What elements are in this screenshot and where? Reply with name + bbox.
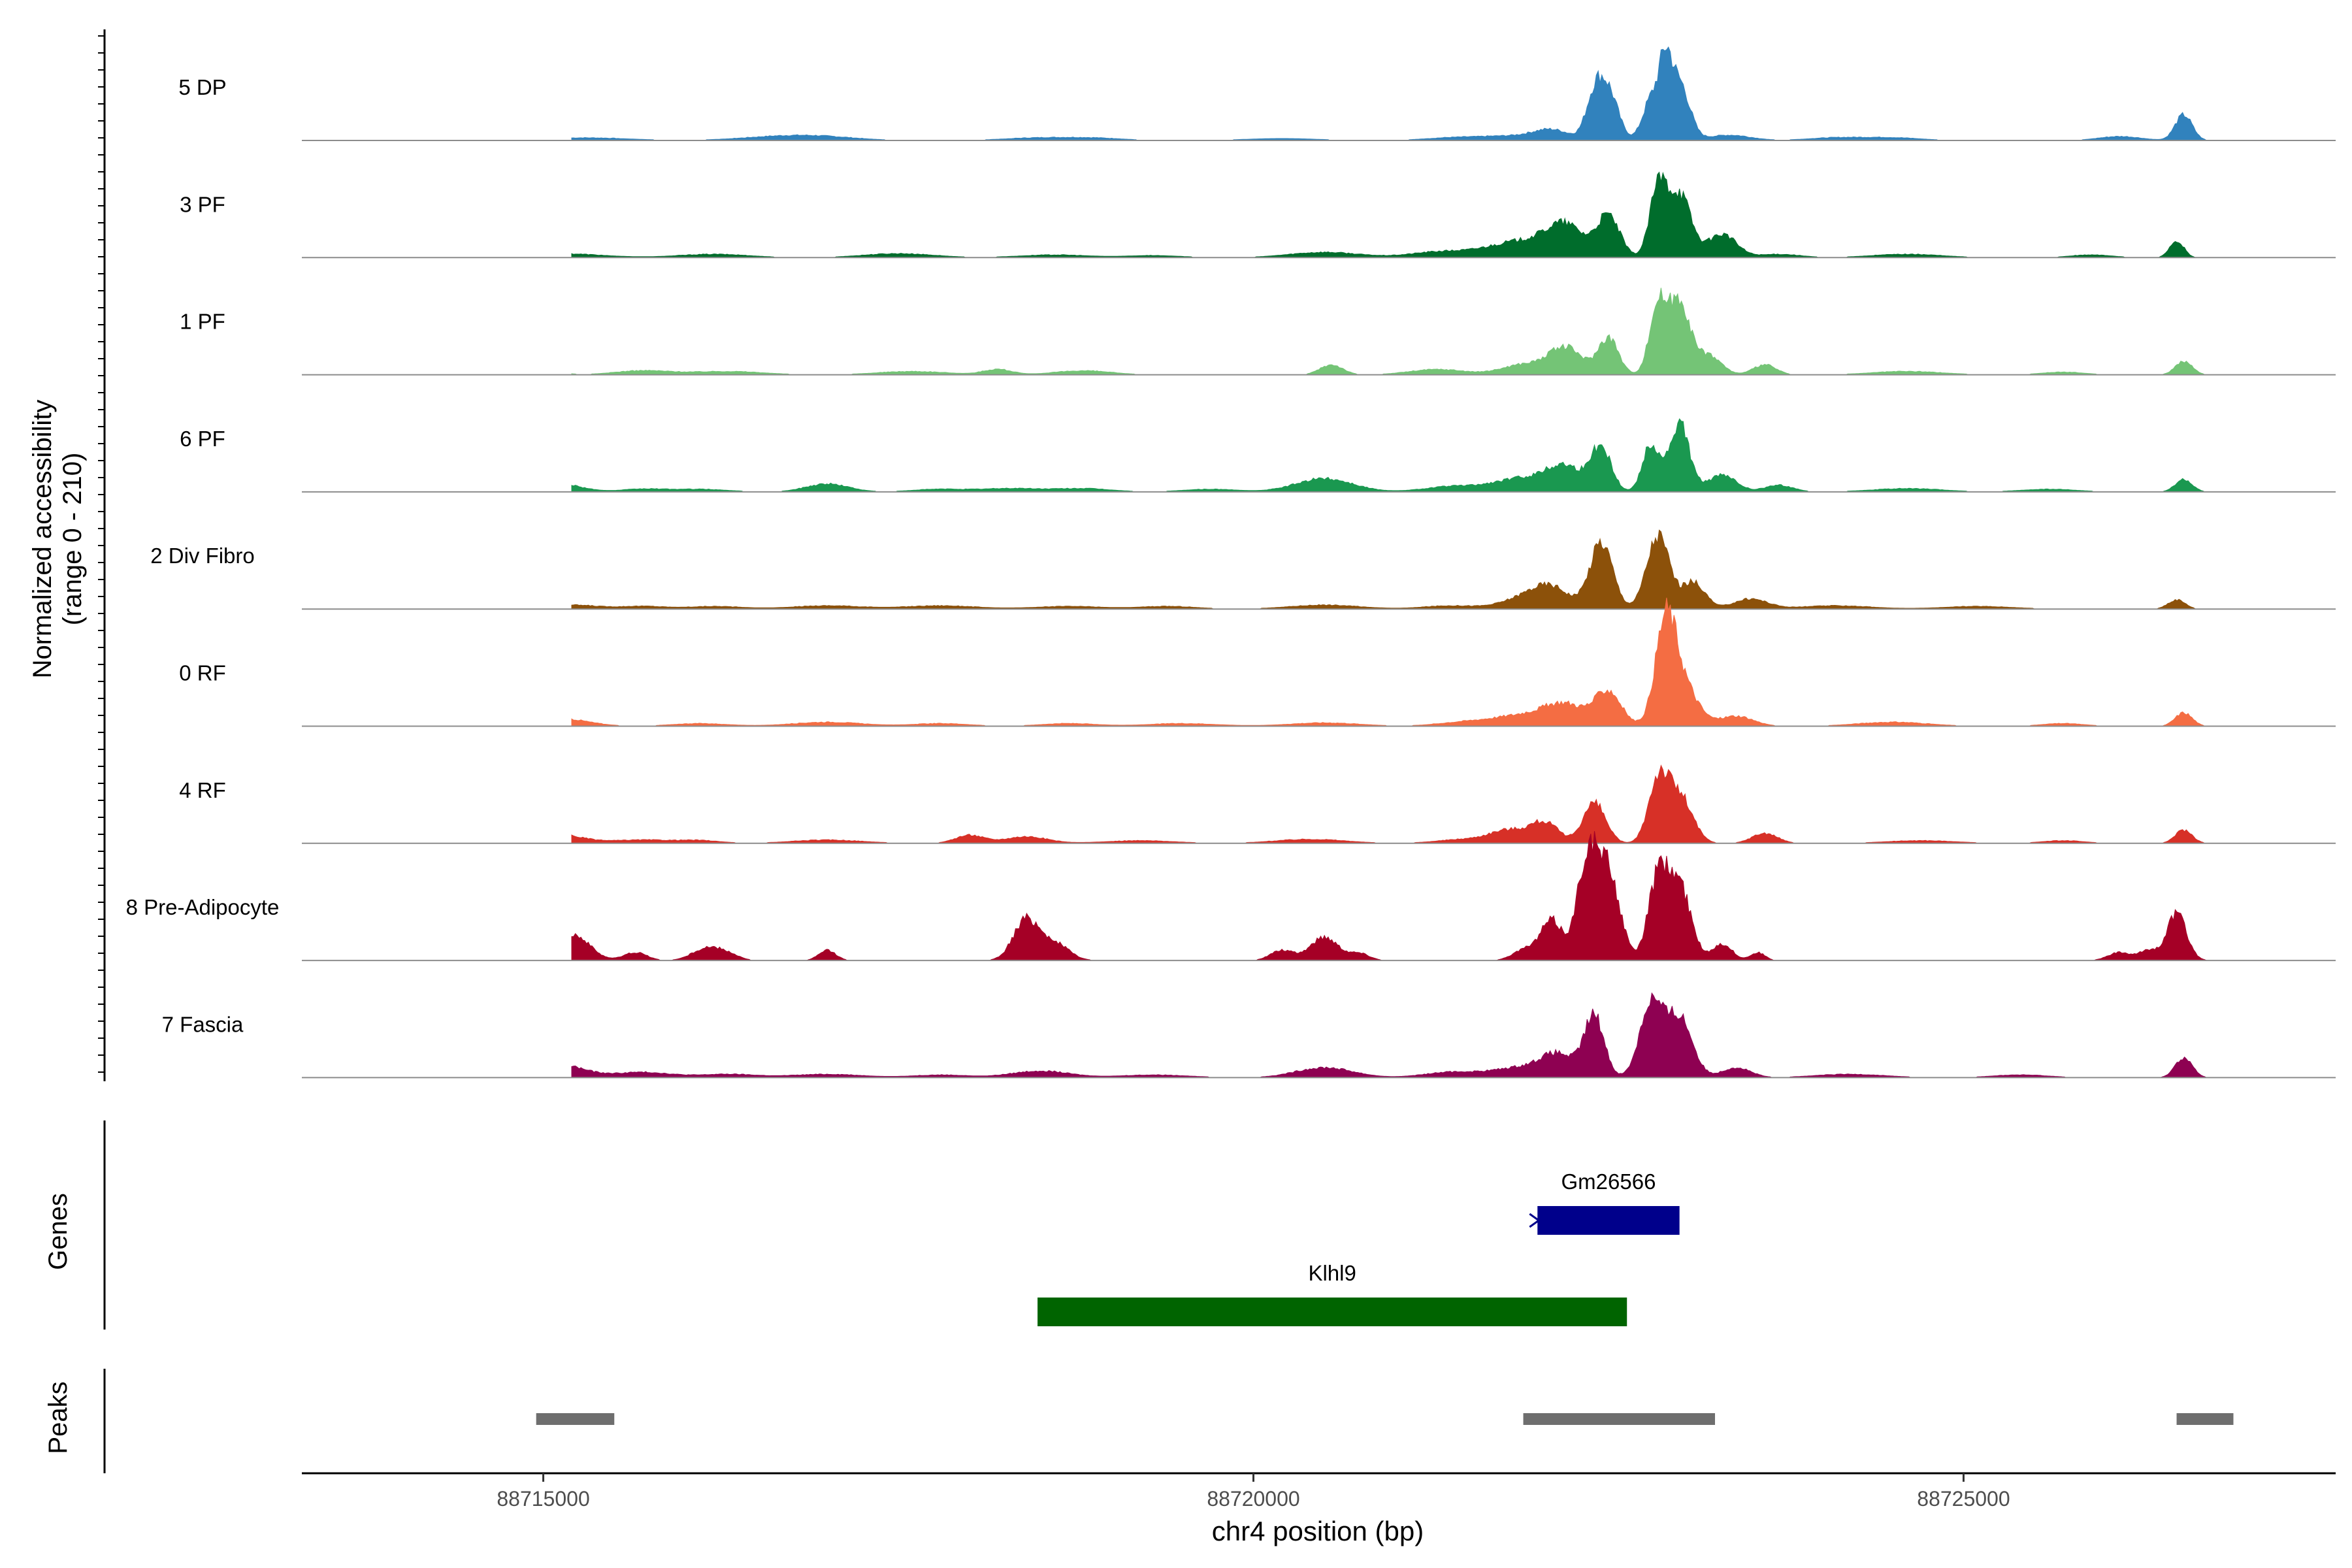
genes-panel-label: Genes <box>44 1193 73 1270</box>
peaks-panel-label: Peaks <box>44 1381 73 1454</box>
peak-panel <box>103 1369 2234 1473</box>
coverage-area <box>571 831 2236 961</box>
gene-gm26566: Gm26566 <box>1529 1169 1680 1235</box>
gene-klhl9: Klhl9 <box>1037 1261 1627 1326</box>
x-tick-label: 88725000 <box>1917 1487 2010 1511</box>
coverage-area <box>571 529 2236 610</box>
peak-region <box>536 1413 615 1425</box>
coverage-area <box>571 764 2236 844</box>
gene-label: Gm26566 <box>1561 1169 1656 1194</box>
track-5-dp: 5 DP <box>178 46 2336 141</box>
track-2-div-fibro: 2 Div Fibro <box>150 529 2336 610</box>
coverage-area <box>571 418 2236 493</box>
gene-label: Klhl9 <box>1308 1261 1356 1285</box>
coverage-area <box>571 46 2236 141</box>
peak-region <box>2176 1413 2234 1425</box>
gene-body <box>1037 1298 1627 1326</box>
gene-panel: Gm26566 Klhl9 <box>103 1120 1680 1330</box>
track-label: 1 PF <box>180 310 225 334</box>
track-label: 0 RF <box>179 661 226 685</box>
track-label: 5 DP <box>178 75 226 99</box>
x-axis-title: chr4 position (bp) <box>1212 1516 1424 1546</box>
track-7-fascia: 7 Fascia <box>162 992 2336 1079</box>
track-label: 8 Pre-Adipocyte <box>126 895 280 919</box>
x-tick-label: 88720000 <box>1207 1487 1299 1511</box>
track-3-pf: 3 PF <box>180 171 2336 259</box>
track-1-pf: 1 PF <box>180 287 2336 376</box>
gene-body <box>1537 1206 1680 1235</box>
coverage-area <box>571 597 2236 727</box>
track-4-rf: 4 RF <box>179 764 2336 844</box>
coverage-area <box>571 992 2236 1078</box>
coverage-area <box>571 287 2236 376</box>
track-label: 3 PF <box>180 192 225 216</box>
y-axis-title: Normalized accessibility <box>28 400 57 679</box>
track-panel: 5 DP 3 PF 1 PF 6 PF 2 Div Fibro 0 RF 4 RF 8 Pre… <box>98 29 2336 1081</box>
strand-arrow <box>1529 1213 1541 1228</box>
track-label: 7 Fascia <box>162 1012 244 1036</box>
track-8-pre-adipocyte: 8 Pre-Adipocyte <box>126 831 2336 962</box>
y-axis-range: (range 0 - 210) <box>58 453 87 626</box>
track-label: 2 Div Fibro <box>150 544 255 568</box>
track-label: 4 RF <box>179 778 226 802</box>
x-tick-label: 88715000 <box>497 1487 589 1511</box>
x-axis: 88715000 88720000 88725000 <box>302 1472 2336 1511</box>
track-0-rf: 0 RF <box>179 597 2336 727</box>
coverage-area <box>571 171 2236 258</box>
track-6-pf: 6 PF <box>180 418 2336 493</box>
peak-region <box>1523 1413 1716 1425</box>
track-label: 6 PF <box>180 427 225 451</box>
